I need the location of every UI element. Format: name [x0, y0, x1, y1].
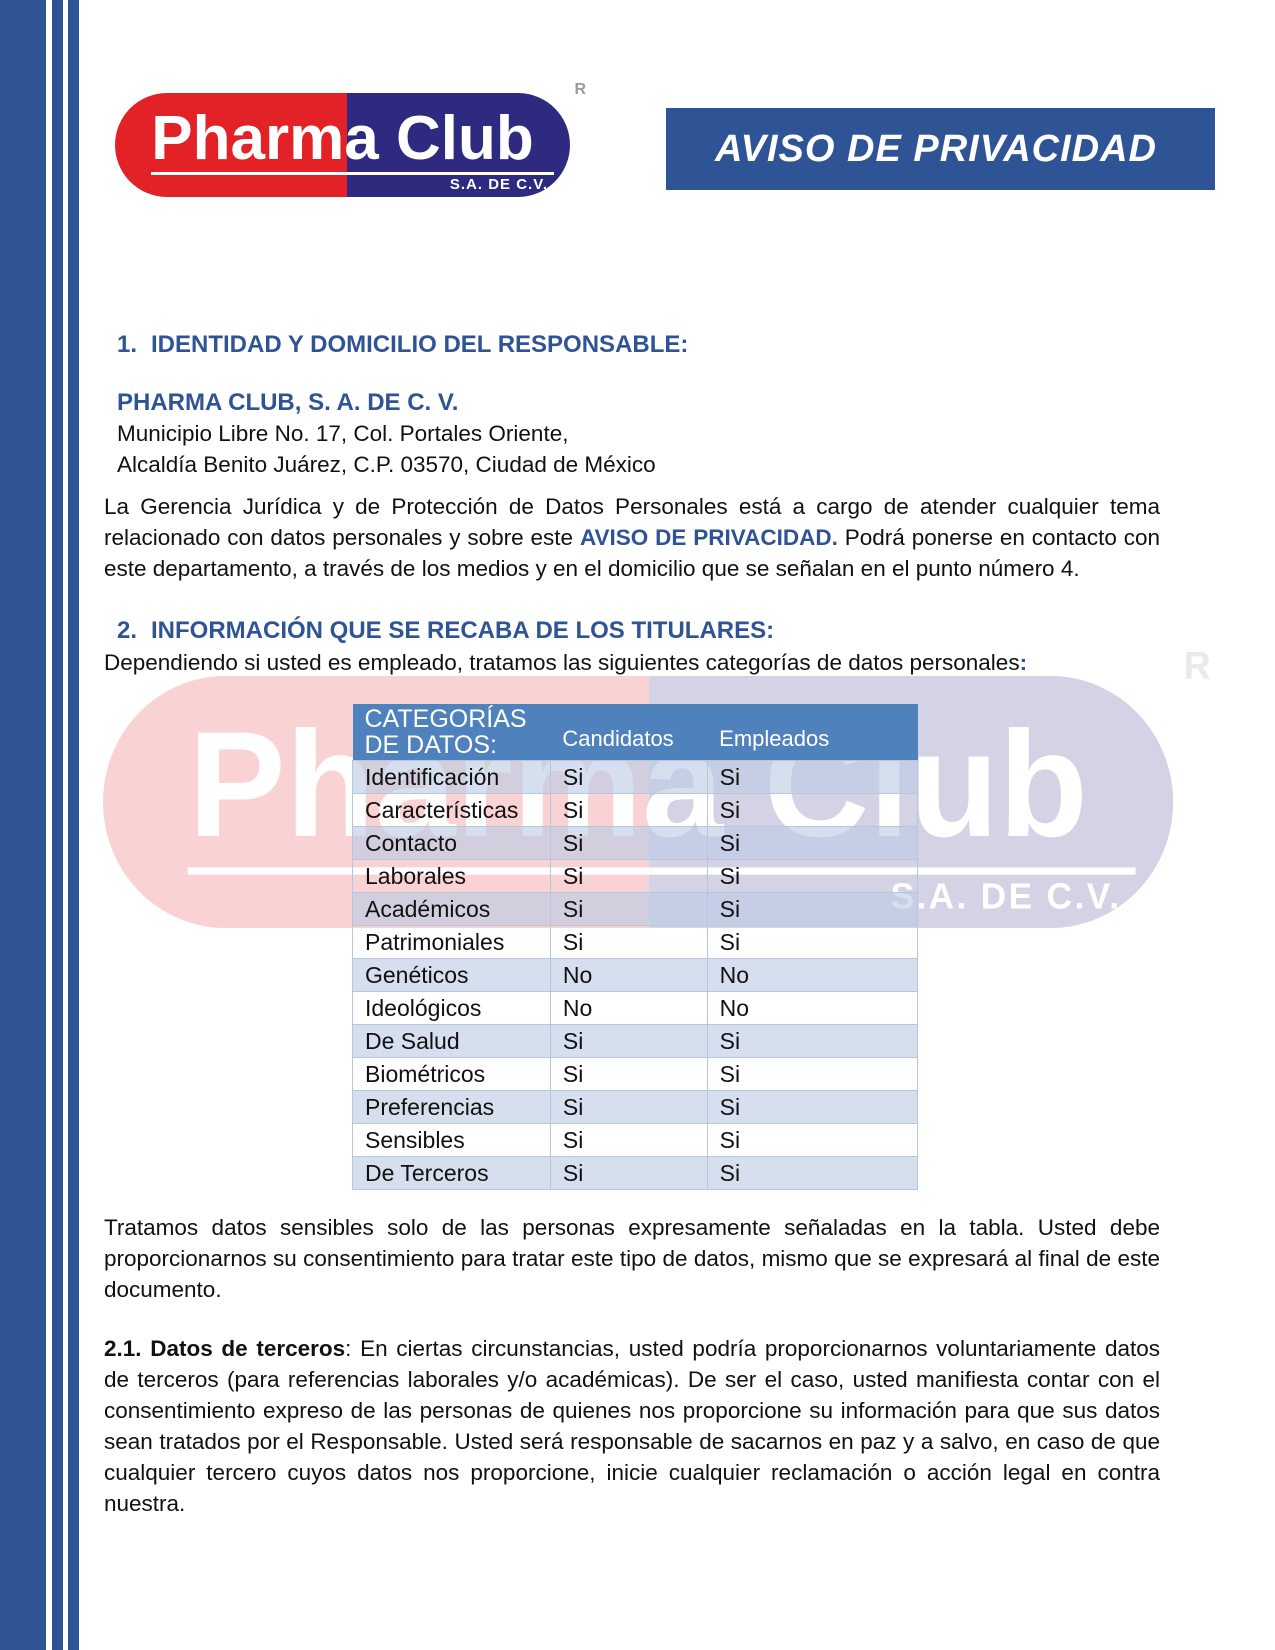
cell-empleados: Si: [706, 925, 919, 959]
left-border-stripe-2: [68, 0, 79, 1650]
registered-trademark-icon: R: [574, 81, 586, 98]
cell-candidatos: Si: [549, 826, 708, 860]
left-border-stripe-1: [52, 0, 63, 1650]
table-header: CATEGORÍAS DE DATOS: Candidatos Empleado…: [352, 704, 918, 761]
paragraph-responsable: La Gerencia Jurídica y de Protección de …: [104, 491, 1160, 584]
table-row: Patrimoniales Si Si: [352, 925, 919, 959]
logo-underline: [151, 172, 554, 175]
section-2-intro-text: Dependiendo si usted es empleado, tratam…: [104, 650, 1020, 675]
cell-candidatos: Si: [549, 892, 708, 926]
cell-empleados: Si: [706, 1057, 919, 1091]
privacy-notice-banner: AVISO DE PRIVACIDAD: [666, 108, 1215, 190]
cell-category: Preferencias: [352, 1090, 551, 1124]
data-categories-table: CATEGORÍAS DE DATOS: Candidatos Empleado…: [352, 704, 919, 1190]
logo-navy-half: [347, 93, 570, 197]
cell-empleados: Si: [706, 859, 919, 893]
watermark-registered-mark: R: [1183, 646, 1211, 689]
cell-candidatos: Si: [549, 1057, 708, 1091]
cell-empleados: Si: [706, 793, 919, 827]
pharma-club-logo: Pharma Club S.A. DE C.V. R: [115, 81, 586, 197]
table-row: De Salud Si Si: [352, 1024, 919, 1058]
cell-category: De Terceros: [352, 1156, 551, 1190]
address-line-2: Alcaldía Benito Juárez, C.P. 03570, Ciud…: [117, 452, 656, 477]
cell-category: Genéticos: [352, 958, 551, 992]
page-title: AVISO DE PRIVACIDAD: [715, 127, 1157, 170]
cell-category: Laborales: [352, 859, 551, 893]
section-2-number: 2.: [117, 617, 138, 644]
cell-empleados: No: [706, 991, 919, 1025]
table-row: Identificación Si Si: [352, 760, 919, 794]
paragraph-responsable-post: Podrá ponerse en contacto con este depar…: [104, 525, 1160, 581]
cell-empleados: Si: [706, 760, 919, 794]
section-2-heading: 2. INFORMACIÓN QUE SE RECABA DE LOS TITU…: [117, 616, 1160, 646]
cell-category: Ideológicos: [352, 991, 551, 1025]
paragraph-third-parties-body: : En ciertas circunstancias, usted podrí…: [104, 1336, 1160, 1516]
cell-category: Sensibles: [352, 1123, 551, 1157]
cell-category: Identificación: [352, 760, 551, 794]
cell-candidatos: No: [549, 958, 708, 992]
cell-candidatos: Si: [549, 925, 708, 959]
table-row: Biométricos Si Si: [352, 1057, 919, 1091]
table-header-empleados: Empleados: [707, 704, 918, 761]
table-row: Genéticos No No: [352, 958, 919, 992]
logo-red-half: [115, 93, 348, 197]
paragraph-third-parties: 2.1. Datos de terceros: En ciertas circu…: [104, 1333, 1160, 1519]
cell-category: De Salud: [352, 1024, 551, 1058]
cell-candidatos: Si: [549, 1123, 708, 1157]
logo-subtitle: S.A. DE C.V.: [449, 176, 548, 193]
table-row: Contacto Si Si: [352, 826, 919, 860]
table-body: Identificación Si Si Características Si …: [352, 760, 919, 1190]
address-line-1: Municipio Libre No. 17, Col. Portales Or…: [117, 421, 569, 446]
logo-capsule: [115, 93, 570, 197]
cell-empleados: Si: [706, 892, 919, 926]
left-border-bar-primary: [0, 0, 46, 1650]
paragraph-third-parties-lead: 2.1. Datos de terceros: [104, 1336, 346, 1361]
cell-empleados: Si: [706, 1090, 919, 1124]
section-1-heading: 1. IDENTIDAD Y DOMICILIO DEL RESPONSABLE…: [117, 330, 1160, 360]
cell-candidatos: Si: [549, 793, 708, 827]
cell-candidatos: Si: [549, 1156, 708, 1190]
paragraph-responsable-highlight: AVISO DE PRIVACIDAD.: [579, 525, 838, 550]
cell-empleados: No: [706, 958, 919, 992]
section-2-title: INFORMACIÓN QUE SE RECABA DE LOS TITULAR…: [151, 617, 775, 644]
section-2-intro-colon: :: [1019, 650, 1028, 675]
cell-category: Biométricos: [352, 1057, 551, 1091]
logo-wordmark: Pharma Club: [151, 104, 534, 173]
section-1-title: IDENTIDAD Y DOMICILIO DEL RESPONSABLE:: [151, 331, 689, 358]
cell-empleados: Si: [706, 1024, 919, 1058]
cell-empleados: Si: [706, 1156, 919, 1190]
cell-category: Patrimoniales: [352, 925, 551, 959]
paragraph-sensitive-data: Tratamos datos sensibles solo de las per…: [104, 1215, 1160, 1302]
table-row: Sensibles Si Si: [352, 1123, 919, 1157]
table-row: Laborales Si Si: [352, 859, 919, 893]
cell-empleados: Si: [706, 826, 919, 860]
table-row: Académicos Si Si: [352, 892, 919, 926]
table-row: De Terceros Si Si: [352, 1156, 919, 1190]
cell-category: Académicos: [352, 892, 551, 926]
cell-candidatos: Si: [549, 760, 708, 794]
table-row: Características Si Si: [352, 793, 919, 827]
paragraph-responsable-pre: La Gerencia Jurídica y de Protección de …: [104, 494, 1160, 550]
cell-category: Contacto: [352, 826, 551, 860]
section-2-intro: Dependiendo si usted es empleado, tratam…: [104, 647, 1160, 678]
table-row: Ideológicos No No: [352, 991, 919, 1025]
company-name: PHARMA CLUB, S. A. DE C. V.: [117, 389, 459, 416]
cell-category: Características: [352, 793, 551, 827]
cell-candidatos: Si: [549, 1024, 708, 1058]
table-row: Preferencias Si Si: [352, 1090, 919, 1124]
section-1-number: 1.: [117, 331, 138, 358]
document-body: 1. IDENTIDAD Y DOMICILIO DEL RESPONSABLE…: [104, 330, 1160, 1519]
cell-candidatos: No: [549, 991, 708, 1025]
cell-candidatos: Si: [549, 859, 708, 893]
table-header-candidatos: Candidatos: [550, 704, 708, 761]
cell-candidatos: Si: [549, 1090, 708, 1124]
table-header-categories: CATEGORÍAS DE DATOS:: [352, 704, 551, 761]
cell-empleados: Si: [706, 1123, 919, 1157]
